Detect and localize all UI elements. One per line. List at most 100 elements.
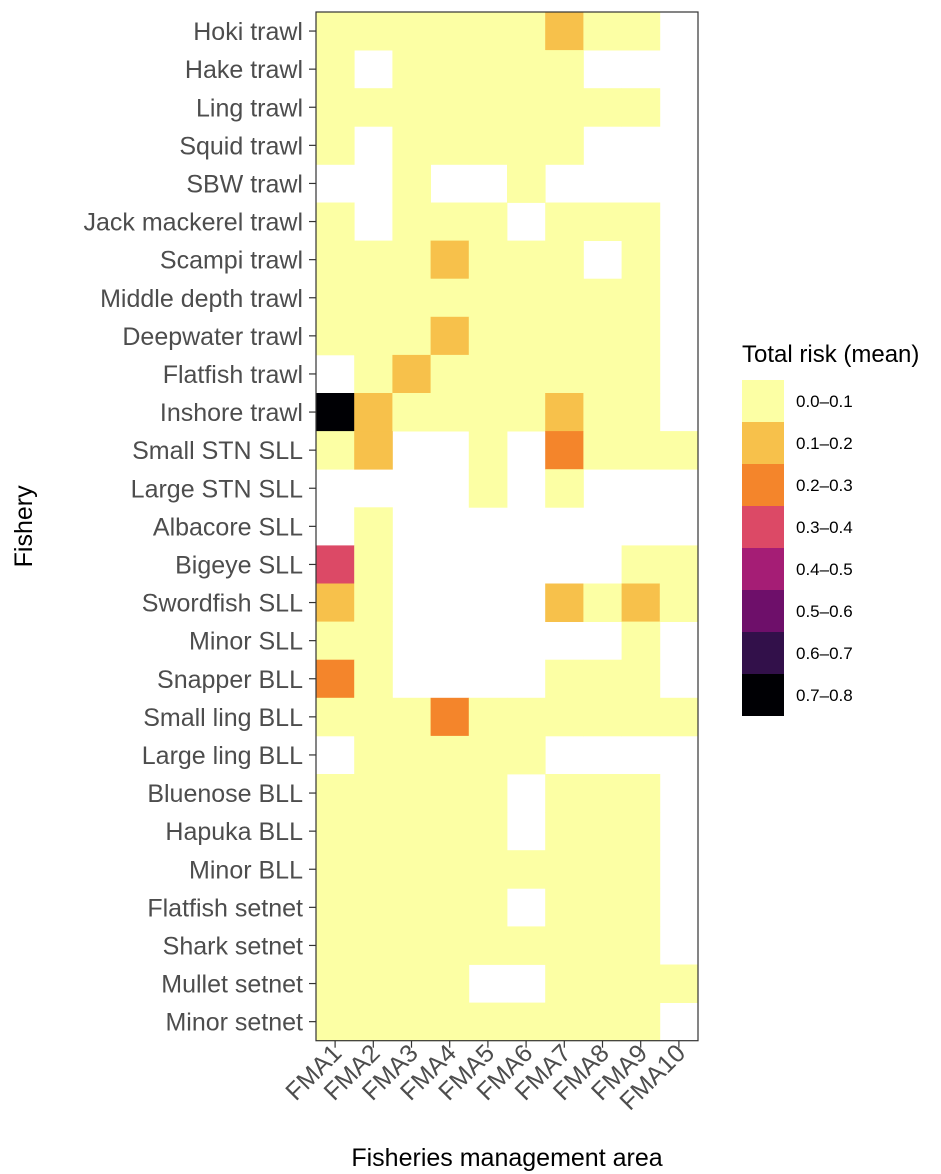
legend-swatch <box>742 422 784 464</box>
heatmap-cell <box>545 393 584 432</box>
heatmap-cell <box>430 735 470 775</box>
heatmap-cell <box>316 12 355 51</box>
heatmap-cells <box>316 12 699 1042</box>
heatmap-cell <box>583 812 622 851</box>
heatmap-cell <box>316 316 355 356</box>
heatmap-cell <box>507 850 546 889</box>
legend-items: 0.0–0.1 0.1–0.2 0.2–0.3 0.3–0.4 0.4–0.5 0.5–0… <box>742 380 853 716</box>
heatmap-cell <box>545 12 584 51</box>
y-tick-label: Inshore trawl <box>160 399 303 427</box>
heatmap-cell <box>468 774 508 813</box>
heatmap-cell <box>392 697 431 737</box>
heatmap-cell <box>354 774 393 813</box>
heatmap-cell <box>468 126 508 165</box>
heatmap-cell <box>468 316 508 356</box>
y-tick-label: Middle depth trawl <box>100 285 303 313</box>
heatmap-cell <box>545 202 584 241</box>
heatmap-cell <box>316 240 355 280</box>
heatmap-cell <box>468 88 508 127</box>
heatmap-cell <box>545 583 584 622</box>
heatmap-cell <box>392 888 431 927</box>
y-tick-label: Flatfish setnet <box>147 894 303 922</box>
heatmap-cell <box>545 88 584 127</box>
heatmap-cell <box>392 12 431 51</box>
y-tick-label: SBW trawl <box>186 170 303 198</box>
heatmap-cell <box>392 964 431 1003</box>
heatmap-cell <box>354 393 393 432</box>
heatmap-cell <box>507 88 546 127</box>
heatmap-cell <box>545 774 584 813</box>
legend-label: 0.2–0.3 <box>796 476 853 495</box>
heatmap-cell <box>354 583 393 622</box>
heatmap-cell <box>545 354 584 394</box>
heatmap-cell <box>545 278 584 318</box>
heatmap-cell <box>316 812 355 851</box>
heatmap-cell <box>659 964 699 1003</box>
y-tick-label: Flatfish trawl <box>163 361 303 389</box>
heatmap-cell <box>545 888 584 927</box>
heatmap-cell <box>354 545 393 584</box>
heatmap-cell <box>583 1002 622 1042</box>
legend-swatch <box>742 632 784 674</box>
heatmap-cell <box>507 278 546 318</box>
heatmap-cell <box>430 697 470 737</box>
heatmap-cell <box>468 278 508 318</box>
heatmap-cell <box>545 697 584 737</box>
heatmap-cell <box>545 240 584 280</box>
y-tick-label: Snapper BLL <box>157 666 303 694</box>
heatmap-cell <box>507 50 546 89</box>
heatmap-cell <box>621 240 661 280</box>
y-tick-label: Swordfish SLL <box>142 590 303 618</box>
heatmap-cell <box>621 1002 661 1042</box>
y-tick-label: Albacore SLL <box>153 513 303 541</box>
y-tick-label: Scampi trawl <box>160 247 303 275</box>
heatmap-cell <box>392 812 431 851</box>
heatmap-cell <box>316 964 355 1003</box>
y-tick-label: Shark setnet <box>163 932 303 960</box>
y-axis-title: Fishery <box>10 485 38 567</box>
heatmap-cell <box>392 316 431 356</box>
heatmap-cell <box>621 12 661 51</box>
heatmap-cell <box>621 774 661 813</box>
heatmap-cell <box>659 583 699 622</box>
heatmap-cell <box>507 240 546 280</box>
heatmap-cell <box>392 774 431 813</box>
heatmap-cell <box>430 316 470 356</box>
heatmap-cell <box>545 50 584 89</box>
heatmap-cell <box>430 240 470 280</box>
heatmap-cell <box>545 964 584 1003</box>
heatmap-cell <box>621 812 661 851</box>
heatmap-cell <box>507 735 546 775</box>
y-tick-label: Hapuka BLL <box>165 818 303 846</box>
heatmap-cell <box>621 431 661 470</box>
heatmap-cell <box>430 1002 470 1042</box>
y-axis: Hoki trawl Hake trawl Ling trawl Squid traw… <box>84 18 316 1037</box>
heatmap-cell <box>354 850 393 889</box>
heatmap-cell <box>430 888 470 927</box>
heatmap-cell <box>354 88 393 127</box>
heatmap-cell <box>621 697 661 737</box>
heatmap-cell <box>583 774 622 813</box>
legend-swatch <box>742 590 784 632</box>
heatmap-cell <box>468 393 508 432</box>
heatmap-cell <box>507 126 546 165</box>
heatmap-cell <box>583 964 622 1003</box>
heatmap-cell <box>354 431 393 470</box>
heatmap-cell <box>621 545 661 584</box>
y-tick-label: Minor setnet <box>165 1009 303 1037</box>
heatmap-cell <box>507 164 546 203</box>
heatmap-cell <box>316 583 355 622</box>
heatmap-cell <box>621 202 661 241</box>
legend-label: 0.3–0.4 <box>796 518 853 537</box>
heatmap-cell <box>583 431 622 470</box>
heatmap-cell <box>316 50 355 89</box>
heatmap-cell <box>507 12 546 51</box>
heatmap-cell <box>621 621 661 661</box>
heatmap-cell <box>430 202 470 241</box>
heatmap-cell <box>354 697 393 737</box>
heatmap-cell <box>392 202 431 241</box>
x-axis: FMA1FMA2FMA3FMA4FMA5FMA6FMA7FMA8FMA9FMA1… <box>280 1039 691 1116</box>
legend-swatch <box>742 380 784 422</box>
y-tick-label: Bluenose BLL <box>147 780 303 808</box>
y-tick-label: Hoki trawl <box>193 18 303 46</box>
